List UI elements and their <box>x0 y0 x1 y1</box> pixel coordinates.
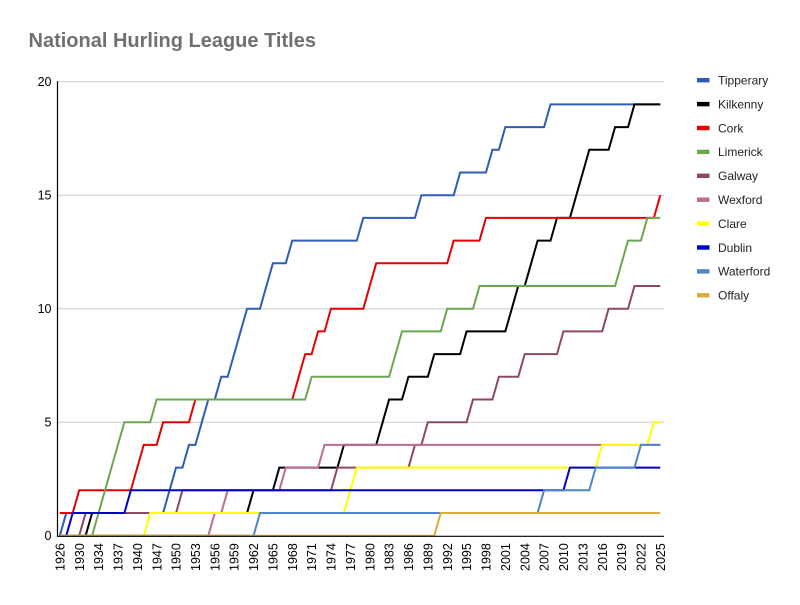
svg-text:1953: 1953 <box>189 543 203 571</box>
svg-text:1989: 1989 <box>421 543 435 571</box>
svg-text:1959: 1959 <box>228 543 242 571</box>
svg-text:2025: 2025 <box>654 543 668 571</box>
svg-text:1974: 1974 <box>325 543 339 571</box>
svg-text:2022: 2022 <box>635 543 649 571</box>
svg-text:1971: 1971 <box>305 543 319 571</box>
svg-text:Kilkenny: Kilkenny <box>718 97 763 111</box>
svg-text:1947: 1947 <box>150 543 164 571</box>
svg-text:1998: 1998 <box>480 543 494 571</box>
svg-text:2001: 2001 <box>499 543 513 571</box>
svg-text:1950: 1950 <box>170 543 184 571</box>
svg-text:1968: 1968 <box>286 543 300 571</box>
svg-text:1965: 1965 <box>266 543 280 571</box>
svg-text:Tipperary: Tipperary <box>718 74 768 88</box>
svg-text:Clare: Clare <box>718 217 747 231</box>
svg-text:1986: 1986 <box>402 543 416 571</box>
svg-text:2004: 2004 <box>518 543 532 571</box>
svg-text:1956: 1956 <box>208 543 222 571</box>
svg-text:1992: 1992 <box>441 543 455 571</box>
svg-text:1962: 1962 <box>247 543 261 571</box>
svg-text:2010: 2010 <box>557 543 571 571</box>
svg-text:20: 20 <box>38 75 52 89</box>
svg-text:2019: 2019 <box>615 543 629 571</box>
svg-text:1934: 1934 <box>92 543 106 571</box>
svg-text:1926: 1926 <box>53 543 67 571</box>
svg-text:National Hurling League Titles: National Hurling League Titles <box>29 30 316 52</box>
svg-text:10: 10 <box>38 302 52 316</box>
svg-text:Galway: Galway <box>718 169 758 183</box>
svg-text:Waterford: Waterford <box>718 265 770 279</box>
svg-text:1930: 1930 <box>73 543 87 571</box>
svg-text:1940: 1940 <box>131 543 145 571</box>
svg-text:1983: 1983 <box>383 543 397 571</box>
svg-text:Limerick: Limerick <box>718 145 764 159</box>
svg-text:Cork: Cork <box>718 121 744 135</box>
svg-text:Offaly: Offaly <box>718 289 749 303</box>
svg-text:2016: 2016 <box>596 543 610 571</box>
svg-text:1937: 1937 <box>112 543 126 571</box>
svg-text:2013: 2013 <box>576 543 590 571</box>
svg-text:1995: 1995 <box>460 543 474 571</box>
svg-text:Dublin: Dublin <box>718 241 752 255</box>
svg-text:1977: 1977 <box>344 543 358 571</box>
svg-text:1980: 1980 <box>363 543 377 571</box>
svg-text:5: 5 <box>45 415 52 429</box>
svg-text:Wexford: Wexford <box>718 193 762 207</box>
svg-text:15: 15 <box>38 188 52 202</box>
svg-text:0: 0 <box>45 529 52 543</box>
svg-text:2007: 2007 <box>538 543 552 571</box>
